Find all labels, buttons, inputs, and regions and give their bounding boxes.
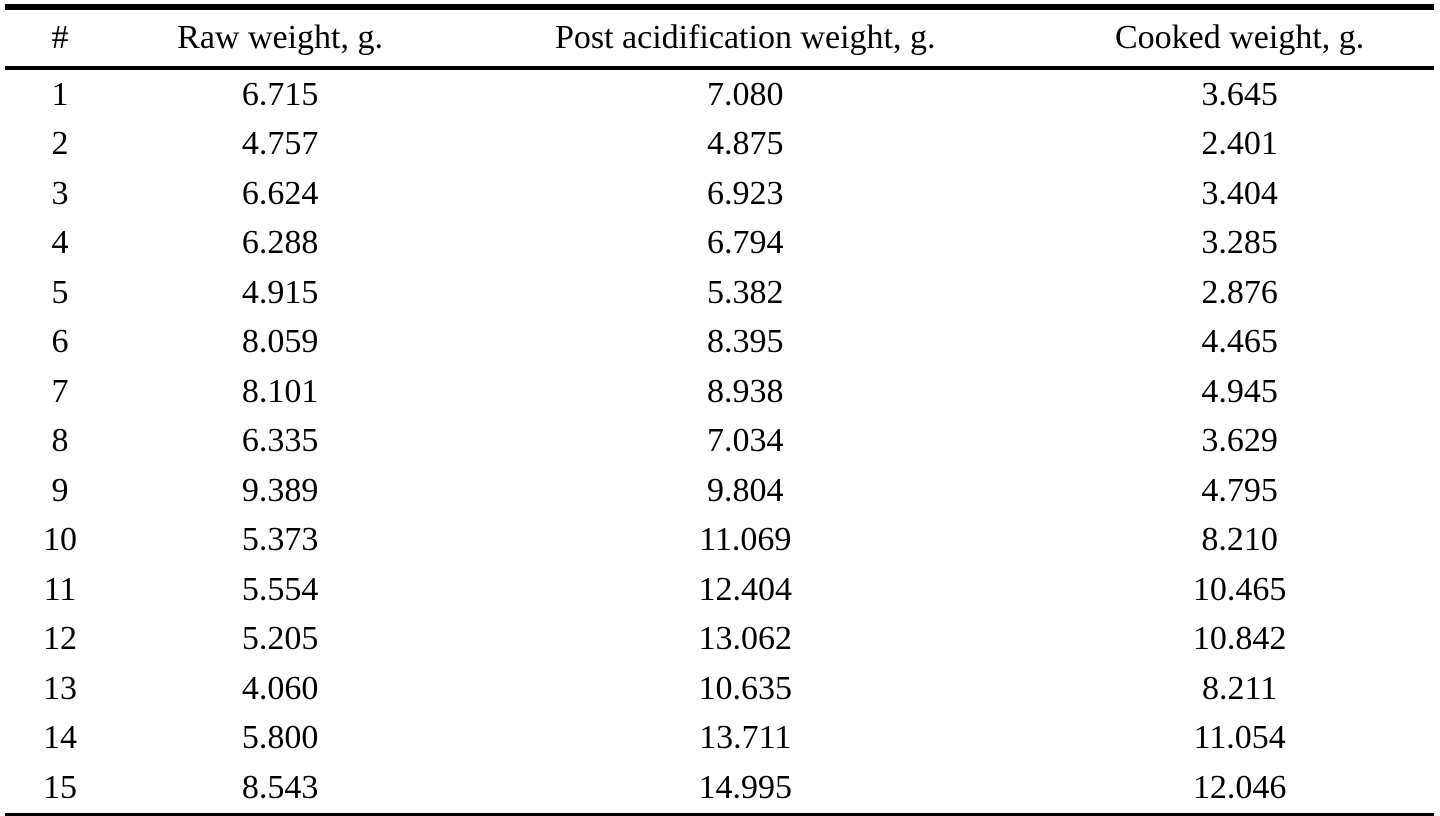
cell-cooked-weight: 10.465 <box>1192 570 1287 608</box>
cell-post-acidification-weight: 13.062 <box>698 620 792 658</box>
table-row: 9 9.389 9.804 4.795 <box>5 466 1434 516</box>
cell-sample-number: 1 <box>51 75 69 113</box>
cell-post-acidification-weight: 9.804 <box>706 471 784 509</box>
cell-sample-number: 15 <box>43 768 78 806</box>
cell-sample-number: 14 <box>43 719 78 757</box>
cell-sample-number: 9 <box>51 471 69 509</box>
cell-raw-weight: 8.101 <box>241 372 319 410</box>
cell-cooked-weight: 2.401 <box>1201 125 1278 163</box>
table-body: 1 6.715 7.080 3.645 2 4.757 4.875 2.401 3 6.624 6.… <box>5 68 1434 816</box>
cell-raw-weight: 6.715 <box>241 75 319 113</box>
column-header-raw-weight: Raw weight, g. <box>177 19 383 56</box>
cell-sample-number: 8 <box>51 422 69 460</box>
cell-post-acidification-weight: 5.382 <box>706 273 784 311</box>
column-header-sample-number: # <box>51 19 69 56</box>
cell-cooked-weight: 3.629 <box>1201 422 1278 460</box>
cell-cooked-weight: 3.645 <box>1201 75 1278 113</box>
table-row: 6 8.059 8.395 4.465 <box>5 318 1434 368</box>
table-row: 12 5.205 13.062 10.842 <box>5 615 1434 665</box>
cell-sample-number: 2 <box>51 125 69 163</box>
table-row: 8 6.335 7.034 3.629 <box>5 417 1434 467</box>
cell-cooked-weight: 4.795 <box>1201 471 1278 509</box>
cell-post-acidification-weight: 12.404 <box>698 570 792 608</box>
cell-sample-number: 7 <box>51 372 69 410</box>
table-row: 1 6.715 7.080 3.645 <box>5 68 1434 120</box>
table-row: 10 5.373 11.069 8.210 <box>5 516 1434 566</box>
weights-table: # Raw weight, g. Post acidification weig… <box>5 4 1434 816</box>
cell-raw-weight: 8.059 <box>241 323 319 361</box>
cell-sample-number: 4 <box>51 224 69 262</box>
cell-post-acidification-weight: 14.995 <box>698 768 792 806</box>
cell-post-acidification-weight: 6.794 <box>706 224 784 262</box>
cell-raw-weight: 6.288 <box>241 224 319 262</box>
cell-cooked-weight: 3.285 <box>1201 224 1278 262</box>
cell-post-acidification-weight: 11.069 <box>699 521 792 559</box>
cell-cooked-weight: 4.465 <box>1201 323 1278 361</box>
cell-cooked-weight: 8.211 <box>1202 669 1278 707</box>
cell-sample-number: 5 <box>51 273 69 311</box>
cell-post-acidification-weight: 4.875 <box>706 125 784 163</box>
cell-post-acidification-weight: 8.395 <box>706 323 784 361</box>
table-row: 14 5.800 13.711 11.054 <box>5 714 1434 764</box>
cell-post-acidification-weight: 6.923 <box>706 174 784 212</box>
cell-post-acidification-weight: 13.711 <box>699 719 792 757</box>
table-header-row: # Raw weight, g. Post acidification weig… <box>5 7 1434 68</box>
cell-sample-number: 13 <box>43 669 78 707</box>
table-row: 15 8.543 14.995 12.046 <box>5 763 1434 816</box>
cell-post-acidification-weight: 7.034 <box>706 422 784 460</box>
cell-raw-weight: 4.915 <box>241 273 319 311</box>
table-row: 3 6.624 6.923 3.404 <box>5 169 1434 219</box>
cell-cooked-weight: 8.210 <box>1201 521 1278 559</box>
column-header-post-acidification-weight: Post acidification weight, g. <box>554 19 936 56</box>
table-row: 7 8.101 8.938 4.945 <box>5 367 1434 417</box>
cell-cooked-weight: 10.842 <box>1192 620 1287 658</box>
cell-raw-weight: 8.543 <box>241 768 319 806</box>
cell-post-acidification-weight: 10.635 <box>698 669 792 707</box>
cell-raw-weight: 5.800 <box>241 719 319 757</box>
cell-raw-weight: 6.335 <box>241 422 319 460</box>
cell-cooked-weight: 11.054 <box>1193 719 1286 757</box>
table-row: 4 6.288 6.794 3.285 <box>5 219 1434 269</box>
cell-sample-number: 3 <box>51 174 69 212</box>
cell-cooked-weight: 2.876 <box>1201 273 1278 311</box>
cell-post-acidification-weight: 7.080 <box>706 75 784 113</box>
cell-raw-weight: 5.373 <box>241 521 319 559</box>
table-row: 5 4.915 5.382 2.876 <box>5 268 1434 318</box>
cell-raw-weight: 4.060 <box>241 669 319 707</box>
cell-sample-number: 10 <box>43 521 78 559</box>
cell-raw-weight: 5.554 <box>241 570 319 608</box>
cell-cooked-weight: 3.404 <box>1201 174 1278 212</box>
table-row: 11 5.554 12.404 10.465 <box>5 565 1434 615</box>
cell-raw-weight: 5.205 <box>241 620 319 658</box>
cell-raw-weight: 6.624 <box>241 174 319 212</box>
cell-cooked-weight: 12.046 <box>1192 768 1287 806</box>
cell-sample-number: 6 <box>51 323 69 361</box>
cell-raw-weight: 9.389 <box>241 471 319 509</box>
cell-post-acidification-weight: 8.938 <box>706 372 784 410</box>
cell-cooked-weight: 4.945 <box>1201 372 1278 410</box>
cell-sample-number: 11 <box>43 570 77 608</box>
table-row: 13 4.060 10.635 8.211 <box>5 664 1434 714</box>
table-row: 2 4.757 4.875 2.401 <box>5 120 1434 170</box>
cell-sample-number: 12 <box>43 620 78 658</box>
column-header-cooked-weight: Cooked weight, g. <box>1114 19 1365 56</box>
cell-raw-weight: 4.757 <box>241 125 319 163</box>
